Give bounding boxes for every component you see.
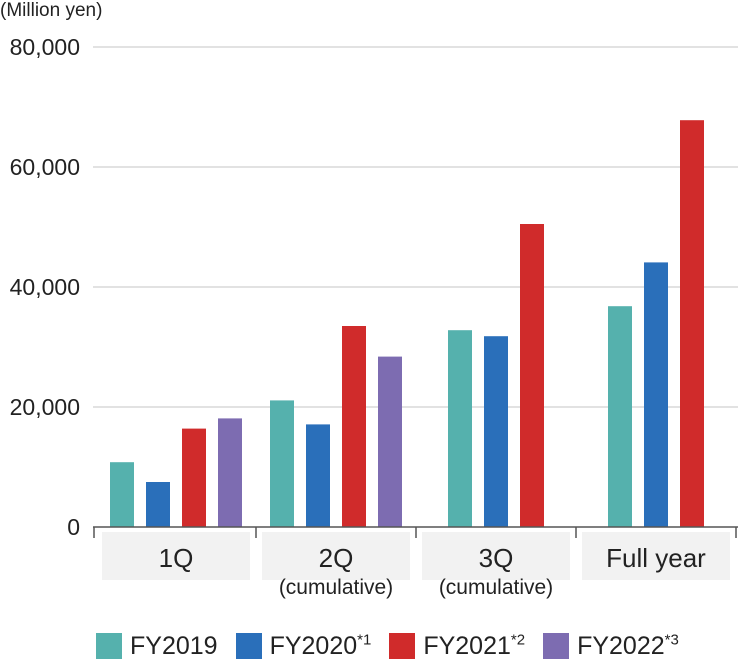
category-label-box xyxy=(422,532,570,580)
bar xyxy=(520,224,544,527)
bar xyxy=(644,262,668,527)
legend-label: FY2020 xyxy=(269,631,358,660)
bar xyxy=(218,418,242,527)
y-tick-label: 40,000 xyxy=(10,274,80,300)
legend-swatch xyxy=(543,633,570,659)
y-tick-label: 0 xyxy=(67,514,80,540)
x-tick-label: 2Q xyxy=(319,543,354,573)
legend-note: *1 xyxy=(357,631,372,649)
y-tick-label: 20,000 xyxy=(10,394,80,420)
x-tick-label: Full year xyxy=(606,543,706,573)
legend: FY2019 FY2020*1 FY2021*2 FY2022*3 xyxy=(96,628,697,664)
bar xyxy=(378,356,402,527)
legend-swatch xyxy=(389,633,416,659)
legend-item-fy2019: FY2019 xyxy=(96,632,218,661)
x-tick-label: 3Q xyxy=(479,543,514,573)
bar xyxy=(182,428,206,527)
legend-note: *3 xyxy=(664,631,679,649)
legend-item-fy2022: FY2022*3 xyxy=(543,632,679,661)
bar xyxy=(306,424,330,527)
bar xyxy=(270,400,294,527)
y-axis-unit-label: (Million yen) xyxy=(0,0,102,21)
legend-item-fy2021: FY2021*2 xyxy=(389,632,525,661)
legend-swatch xyxy=(96,633,122,659)
legend-note: *2 xyxy=(510,631,526,649)
bar xyxy=(342,326,366,527)
legend-label: FY2022 xyxy=(577,631,665,660)
bar xyxy=(146,482,170,527)
bar xyxy=(448,330,472,527)
bar xyxy=(680,120,704,527)
category-label-box xyxy=(102,532,250,580)
x-tick-label: 1Q xyxy=(159,543,194,573)
y-tick-label: 60,000 xyxy=(10,154,80,180)
x-tick-sublabel: (cumulative) xyxy=(439,576,553,599)
category-label-box xyxy=(262,532,410,580)
y-tick-label: 80,000 xyxy=(10,34,80,60)
legend-label: FY2019 xyxy=(130,631,218,660)
legend-label: FY2021 xyxy=(423,631,511,660)
category-label-box xyxy=(582,532,730,580)
legend-swatch xyxy=(235,633,262,659)
bar xyxy=(608,306,632,527)
bar xyxy=(110,462,134,527)
x-tick-sublabel: (cumulative) xyxy=(279,576,393,599)
legend-item-fy2020: FY2020*1 xyxy=(235,631,372,661)
bar xyxy=(484,336,508,527)
